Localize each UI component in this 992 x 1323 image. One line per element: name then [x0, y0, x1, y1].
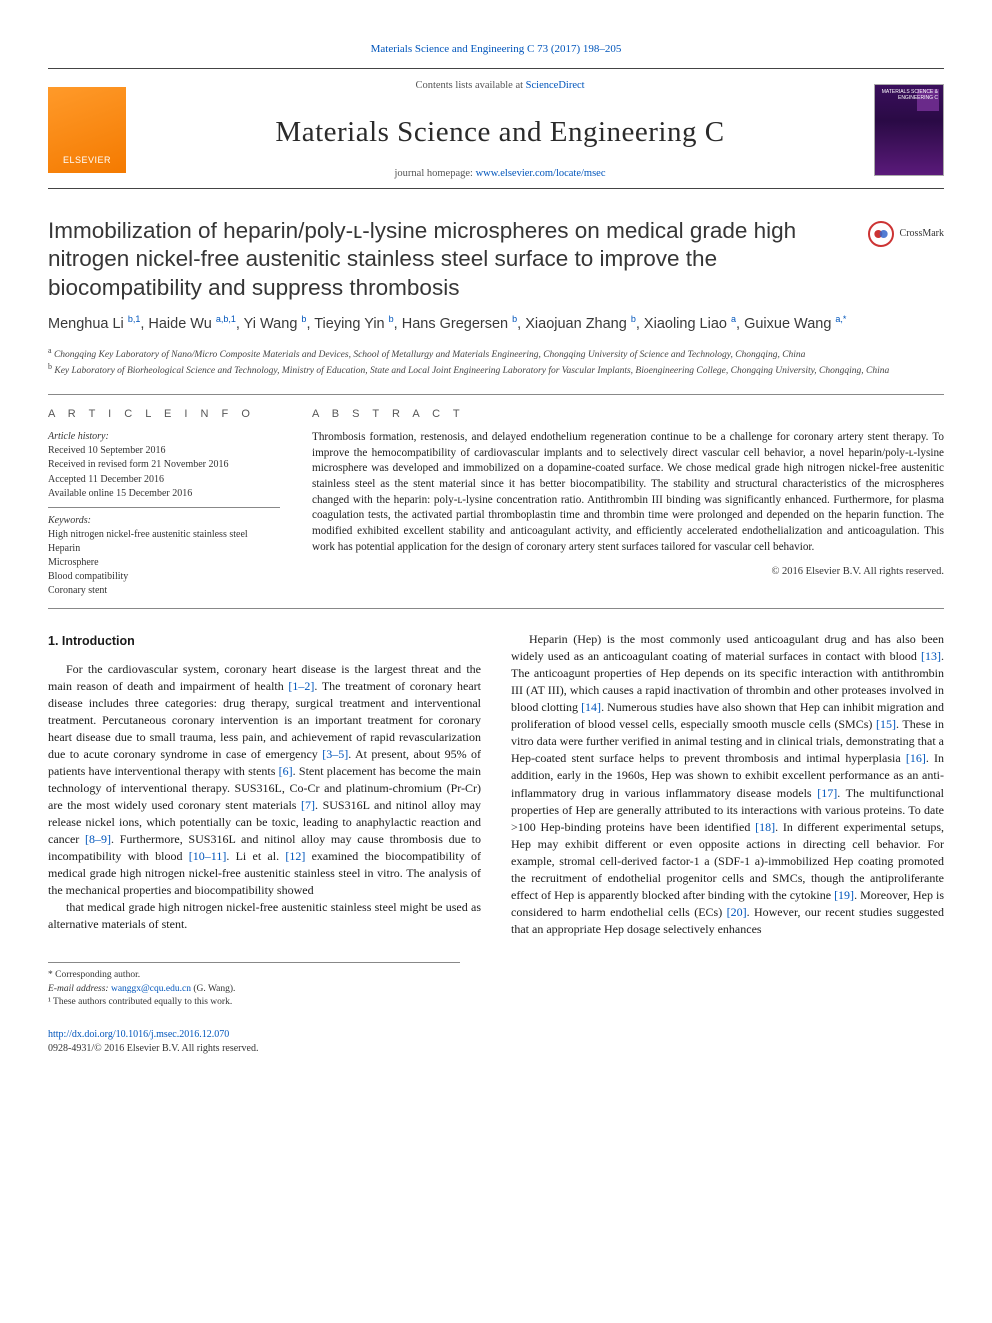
email-line: E-mail address: wanggx@cqu.edu.cn (G. Wa… [48, 983, 460, 997]
section-heading-introduction: 1. Introduction [48, 633, 481, 651]
affiliation-line: b Key Laboratory of Biorheological Scien… [48, 362, 944, 378]
abstract-column: A B S T R A C T Thrombosis formation, re… [312, 407, 944, 599]
keyword: Blood compatibility [48, 570, 280, 584]
citation-ref[interactable]: [17] [817, 786, 837, 800]
abstract-heading: A B S T R A C T [312, 407, 944, 423]
citation-ref[interactable]: [1–2] [288, 679, 314, 693]
article-title: Immobilization of heparin/poly-ʟ-lysine … [48, 217, 850, 303]
keyword: Coronary stent [48, 584, 280, 598]
author-list: Menghua Li b,1, Haide Wu a,b,1, Yi Wang … [48, 313, 944, 336]
article-info-heading: A R T I C L E I N F O [48, 407, 280, 423]
cover-thumb-label: MATERIALS SCIENCE & ENGINEERING C [875, 90, 938, 101]
affiliation-line: a Chongqing Key Laboratory of Nano/Micro… [48, 346, 944, 362]
citation-ref[interactable]: [16] [906, 751, 926, 765]
crossmark-icon [868, 221, 894, 247]
citation-ref[interactable]: [10–11] [189, 849, 227, 863]
journal-title: Materials Science and Engineering C [144, 112, 856, 153]
author-affil-marker: b [301, 314, 306, 324]
author-affil-marker: b [631, 314, 636, 324]
corresponding-email[interactable]: wanggx@cqu.edu.cn [111, 984, 191, 994]
keyword: High nitrogen nickel-free austenitic sta… [48, 528, 280, 542]
author-name: Hans Gregersen [402, 316, 512, 332]
homepage-prefix: journal homepage: [395, 168, 476, 179]
journal-cover-thumbnail: MATERIALS SCIENCE & ENGINEERING C [874, 84, 944, 176]
equal-contribution-note: ¹ These authors contributed equally to t… [48, 996, 460, 1010]
keyword: Microsphere [48, 556, 280, 570]
article-body: 1. Introduction For the cardiovascular s… [48, 631, 944, 938]
citation-ref[interactable]: [8–9] [85, 832, 111, 846]
title-row: Immobilization of heparin/poly-ʟ-lysine … [48, 217, 944, 313]
author-affil-marker: b [389, 314, 394, 324]
doi-link[interactable]: http://dx.doi.org/10.1016/j.msec.2016.12… [48, 1028, 944, 1042]
body-paragraph: For the cardiovascular system, coronary … [48, 661, 481, 899]
citation-ref[interactable]: [7] [301, 798, 315, 812]
email-label: E-mail address: [48, 984, 109, 994]
body-paragraph: that medical grade high nitrogen nickel-… [48, 899, 481, 933]
author-name: Menghua Li [48, 316, 128, 332]
history-line: Available online 15 December 2016 [48, 487, 280, 501]
masthead-center: Contents lists available at ScienceDirec… [144, 79, 856, 182]
footer-bar: http://dx.doi.org/10.1016/j.msec.2016.12… [48, 1028, 944, 1056]
keywords-label: Keywords: [48, 514, 280, 528]
crossmark-badge[interactable]: CrossMark [868, 221, 944, 247]
section-divider [48, 608, 944, 609]
homepage-url[interactable]: www.elsevier.com/locate/msec [476, 168, 606, 179]
crossmark-label: CrossMark [900, 227, 944, 241]
author-affil-marker: b,1 [128, 314, 141, 324]
elsevier-tree-logo: ELSEVIER [48, 87, 126, 173]
keywords-block: Keywords: High nitrogen nickel-free aust… [48, 514, 280, 598]
citation-ref[interactable]: [15] [876, 717, 896, 731]
contents-available-line: Contents lists available at ScienceDirec… [144, 79, 856, 94]
citation-ref[interactable]: [18] [755, 820, 775, 834]
abstract-copyright: © 2016 Elsevier B.V. All rights reserved… [312, 565, 944, 580]
info-abstract-row: A R T I C L E I N F O Article history: R… [48, 407, 944, 599]
author-name: Guixue Wang [744, 316, 835, 332]
email-author-name: (G. Wang). [193, 984, 235, 994]
affiliation-list: a Chongqing Key Laboratory of Nano/Micro… [48, 346, 944, 378]
body-paragraph: Heparin (Hep) is the most commonly used … [511, 631, 944, 938]
history-line: Received 10 September 2016 [48, 444, 280, 458]
elsevier-logo-text: ELSEVIER [63, 154, 111, 167]
article-info-column: A R T I C L E I N F O Article history: R… [48, 407, 280, 599]
sciencedirect-link[interactable]: ScienceDirect [526, 80, 585, 91]
author-affil-marker: a,* [835, 314, 846, 324]
citation-ref[interactable]: [3–5] [322, 747, 348, 761]
issn-copyright-line: 0928-4931/© 2016 Elsevier B.V. All right… [48, 1042, 944, 1056]
author-name: Haide Wu [148, 316, 215, 332]
citation-ref[interactable]: [14] [581, 700, 601, 714]
abstract-text: Thrombosis formation, restenosis, and de… [312, 430, 944, 555]
section-divider [48, 394, 944, 395]
author-name: Tieying Yin [314, 316, 388, 332]
author-name: Xiaojuan Zhang [525, 316, 631, 332]
author-affil-marker: b [512, 314, 517, 324]
author-affil-marker: a,b,1 [216, 314, 236, 324]
citation-ref[interactable]: [13] [921, 649, 941, 663]
citation-ref[interactable]: [12] [285, 849, 305, 863]
running-header: Materials Science and Engineering C 73 (… [48, 42, 944, 58]
contents-prefix: Contents lists available at [415, 80, 525, 91]
author-name: Yi Wang [244, 316, 302, 332]
citation-ref[interactable]: [6] [279, 764, 293, 778]
history-line: Received in revised form 21 November 201… [48, 458, 280, 472]
journal-masthead: ELSEVIER Contents lists available at Sci… [48, 68, 944, 189]
journal-homepage-line: journal homepage: www.elsevier.com/locat… [144, 167, 856, 182]
footnotes-block: * Corresponding author. E-mail address: … [48, 962, 460, 1010]
article-history-label: Article history: [48, 430, 280, 444]
article-history-block: Article history: Received 10 September 2… [48, 430, 280, 508]
keyword: Heparin [48, 542, 280, 556]
citation-ref[interactable]: [20] [727, 905, 747, 919]
author-name: Xiaoling Liao [644, 316, 731, 332]
corresponding-author-note: * Corresponding author. [48, 969, 460, 983]
citation-ref[interactable]: [19] [834, 888, 854, 902]
history-line: Accepted 11 December 2016 [48, 473, 280, 487]
author-affil-marker: a [731, 314, 736, 324]
